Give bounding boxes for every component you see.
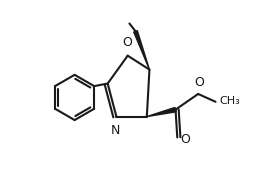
Text: O: O (194, 76, 204, 89)
Text: N: N (111, 124, 120, 137)
Text: CH₃: CH₃ (219, 96, 240, 106)
Text: O: O (122, 36, 132, 49)
Polygon shape (147, 107, 176, 117)
Polygon shape (134, 31, 150, 70)
Text: O: O (180, 133, 190, 146)
